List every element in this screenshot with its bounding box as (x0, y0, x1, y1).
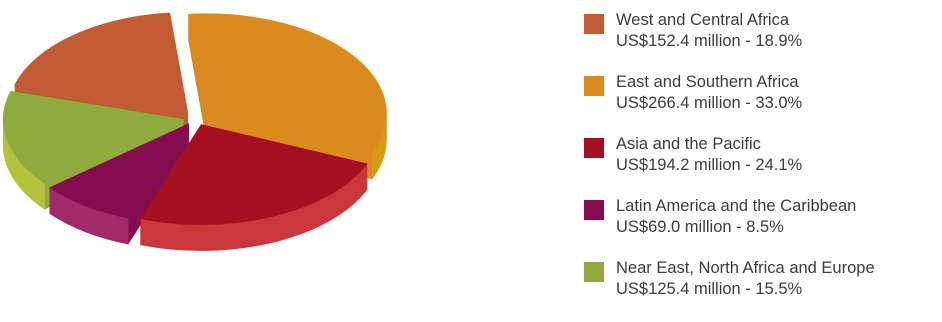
pie-tops (3, 12, 387, 225)
legend-item: East and Southern Africa US$266.4 millio… (584, 72, 940, 134)
legend-series-name: Asia and the Pacific (616, 135, 761, 153)
legend-swatch (584, 138, 604, 158)
legend-item: West and Central Africa US$152.4 million… (584, 10, 940, 72)
legend-label: Near East, North Africa and Europe US$12… (616, 258, 875, 300)
legend-label: Latin America and the Caribbean US$69.0 … (616, 196, 856, 238)
legend-label: East and Southern Africa US$266.4 millio… (616, 72, 802, 114)
legend-series-value: US$125.4 million - 15.5% (616, 280, 803, 298)
legend-swatch (584, 262, 604, 282)
legend-swatch (584, 76, 604, 96)
legend-series-value: US$194.2 million - 24.1% (616, 156, 803, 174)
legend-swatch (584, 200, 604, 220)
chart-legend: West and Central Africa US$152.4 million… (584, 10, 940, 320)
legend-label: West and Central Africa US$152.4 million… (616, 10, 802, 52)
legend-label: Asia and the Pacific US$194.2 million - … (616, 134, 802, 176)
pie-slice (49, 123, 190, 219)
legend-series-name: Latin America and the Caribbean (616, 197, 857, 215)
legend-series-value: US$69.0 million - 8.5% (616, 218, 784, 236)
pie-slice (14, 12, 189, 113)
legend-series-value: US$152.4 million - 18.9% (616, 32, 803, 50)
legend-series-value: US$266.4 million - 33.0% (616, 94, 803, 112)
legend-item: Near East, North Africa and Europe US$12… (584, 258, 940, 320)
pie-slice (140, 124, 368, 225)
legend-item: Latin America and the Caribbean US$69.0 … (584, 196, 940, 258)
legend-series-name: Near East, North Africa and Europe (616, 259, 875, 277)
pie-chart (2, 12, 387, 251)
legend-series-name: West and Central Africa (616, 11, 790, 29)
pie-slice (3, 91, 185, 184)
legend-item: Asia and the Pacific US$194.2 million - … (584, 134, 940, 196)
pie-slice (188, 13, 387, 154)
legend-swatch (584, 14, 604, 34)
legend-series-name: East and Southern Africa (616, 73, 799, 91)
